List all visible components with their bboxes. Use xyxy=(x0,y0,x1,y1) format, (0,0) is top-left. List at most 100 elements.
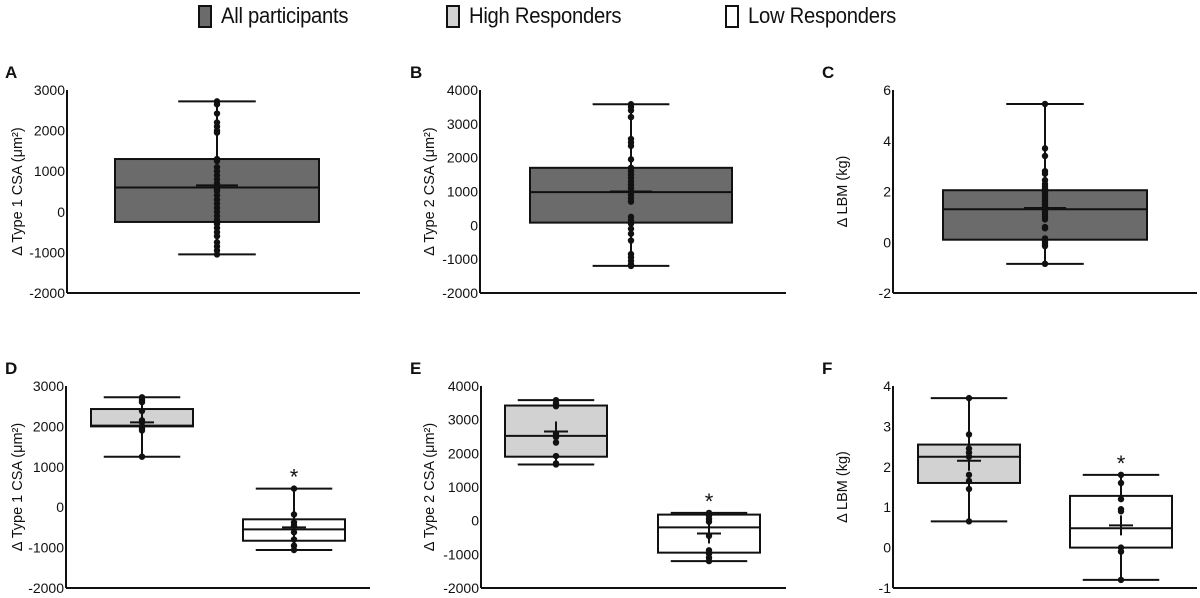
box-group-all-participants xyxy=(529,101,733,270)
panel-f: F -1 0 1 2 3 4 Δ LBM (kg) * xyxy=(822,359,1197,596)
y-tick-label: -1 xyxy=(879,580,892,596)
legend-item-high-responders: High Responders xyxy=(446,3,635,29)
y-tick-label: -1000 xyxy=(442,251,478,267)
panel-label: C xyxy=(822,63,834,82)
data-point xyxy=(1117,471,1125,479)
y-tick-label: -2000 xyxy=(442,285,478,301)
y-tick-label: -1000 xyxy=(29,244,65,260)
legend: All participants High Responders Low Res… xyxy=(0,0,1200,34)
y-tick-label: -2000 xyxy=(443,580,479,596)
y-tick-label: 0 xyxy=(883,540,891,556)
y-tick-label: 0 xyxy=(470,217,478,233)
data-point xyxy=(627,220,635,227)
data-point xyxy=(552,461,560,468)
box-group-high-responders xyxy=(917,394,1021,525)
y-tick-label: 4000 xyxy=(448,378,479,394)
y-tick-label: 0 xyxy=(56,499,64,515)
data-point xyxy=(1041,260,1049,268)
panel-label: F xyxy=(822,359,832,378)
data-point xyxy=(1117,508,1125,515)
box-group-low-responders: * xyxy=(242,465,346,554)
y-tick-label: 2 xyxy=(883,184,891,200)
data-point xyxy=(627,113,635,121)
significance-marker: * xyxy=(290,465,299,490)
data-point xyxy=(552,439,560,446)
data-point xyxy=(213,251,221,258)
y-tick-label: 4000 xyxy=(447,82,478,98)
data-point xyxy=(290,542,298,549)
y-axis-label: Δ Type 2 CSA (μm²) xyxy=(422,127,438,255)
data-point xyxy=(627,156,635,163)
legend-item-all-participants: All participants xyxy=(198,3,359,29)
y-tick-label: -1000 xyxy=(28,540,64,556)
y-tick-label: 1000 xyxy=(447,184,478,200)
y-axis-label: Δ LBM (kg) xyxy=(835,451,851,523)
legend-swatch xyxy=(446,4,460,28)
y-axis-label: Δ Type 2 CSA (μm²) xyxy=(422,423,438,551)
legend-item-low-responders: Low Responders xyxy=(725,3,909,29)
box-group-low-responders: * xyxy=(657,489,761,565)
y-tick-label: 3000 xyxy=(34,82,65,98)
data-point xyxy=(1041,225,1049,232)
data-point xyxy=(1041,216,1049,223)
y-tick-label: 3000 xyxy=(447,116,478,132)
box-group-low-responders: * xyxy=(1069,451,1173,584)
y-tick-label: 3000 xyxy=(448,412,479,428)
y-tick-label: -2000 xyxy=(29,285,65,301)
legend-label: Low Responders xyxy=(748,3,897,28)
data-point xyxy=(552,452,560,460)
data-point xyxy=(965,431,973,438)
y-axis-label: Δ Type 1 CSA (μm²) xyxy=(10,423,26,551)
y-tick-label: 0 xyxy=(57,204,65,220)
data-point xyxy=(627,225,635,232)
y-tick-label: 2000 xyxy=(447,150,478,166)
data-point xyxy=(627,237,635,244)
y-tick-label: 1000 xyxy=(34,163,65,179)
panel-a: A -2000 -1000 0 1000 2000 3000 Δ Type 1 CSA (μm… xyxy=(5,63,360,301)
data-point xyxy=(213,232,221,240)
panel-e: E -2000 -1000 0 1000 2000 3000 4000 Δ Type 2 CSA… xyxy=(410,359,786,596)
data-point xyxy=(705,518,713,525)
data-point xyxy=(627,262,635,270)
legend-label: High Responders xyxy=(469,3,622,28)
y-tick-label: 2 xyxy=(883,459,891,475)
data-point xyxy=(138,398,146,406)
significance-marker: * xyxy=(705,489,714,514)
data-point xyxy=(138,453,146,460)
data-point xyxy=(1117,495,1125,503)
legend-label: All participants xyxy=(221,3,349,28)
data-point xyxy=(627,198,635,205)
data-point xyxy=(213,129,221,136)
box-group-high-responders xyxy=(90,394,194,460)
data-point xyxy=(213,101,221,108)
panel-b: B -2000 -1000 0 1000 2000 3000 4000 Δ Type 2 CSA… xyxy=(410,63,786,301)
y-tick-label: -1000 xyxy=(443,546,479,562)
y-tick-label: 1000 xyxy=(33,459,64,475)
data-point xyxy=(627,230,635,237)
y-tick-label: 6 xyxy=(883,82,891,98)
y-tick-label: 2000 xyxy=(448,445,479,461)
y-tick-label: 4 xyxy=(883,378,891,394)
data-point xyxy=(290,485,298,492)
panel-d: D -2000 -1000 0 1000 2000 3000 Δ Type 1 CSA (μm… xyxy=(5,359,370,596)
data-point xyxy=(1041,242,1049,250)
legend-swatch xyxy=(198,4,212,28)
y-tick-label: 4 xyxy=(883,133,891,149)
data-point xyxy=(552,403,560,410)
box-group-high-responders xyxy=(504,396,608,468)
data-point xyxy=(1117,548,1125,555)
data-point xyxy=(705,557,713,565)
y-axis-label: Δ LBM (kg) xyxy=(835,156,851,228)
data-point xyxy=(965,477,973,485)
data-point xyxy=(965,471,973,479)
data-point xyxy=(213,110,221,117)
panel-label: B xyxy=(410,63,422,82)
data-point xyxy=(627,142,635,150)
data-point xyxy=(1041,170,1049,177)
data-point xyxy=(290,546,298,554)
data-point xyxy=(1041,145,1049,152)
box-group-all-participants xyxy=(942,100,1148,268)
data-point xyxy=(1041,152,1049,160)
panel-label: A xyxy=(5,63,17,82)
